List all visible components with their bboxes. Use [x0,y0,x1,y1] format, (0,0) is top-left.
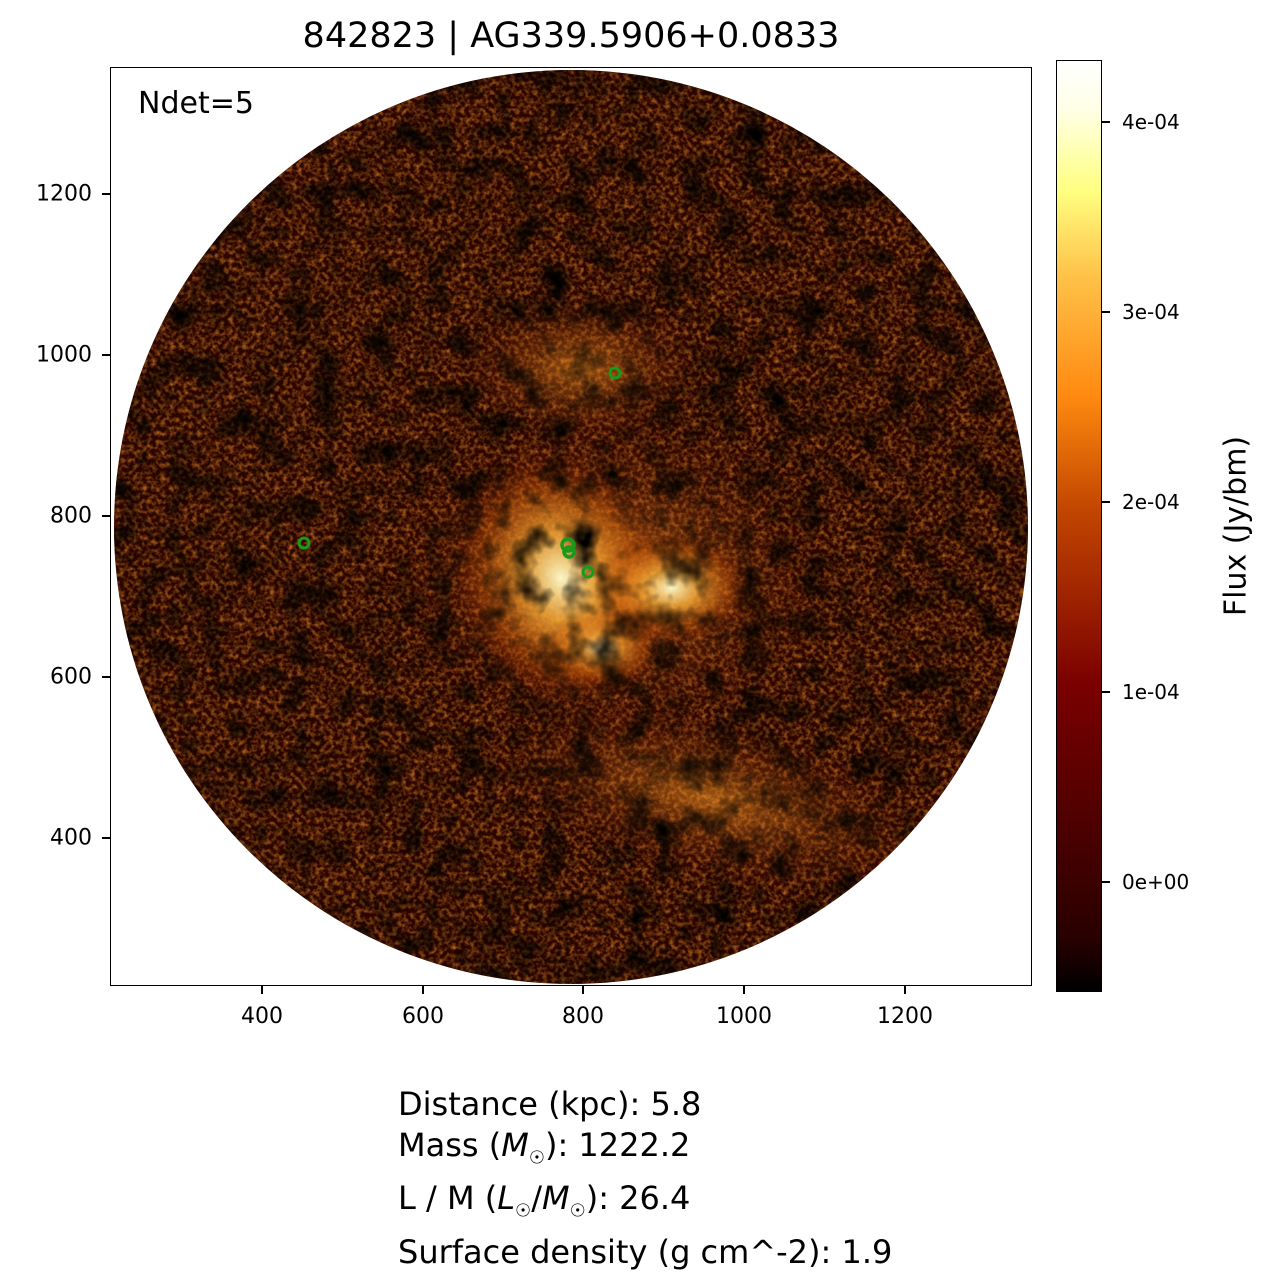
colorbar-tick-label: 3e-04 [1122,300,1180,324]
colorbar-tick-label: 0e+00 [1122,870,1190,894]
detection-marker [560,537,576,553]
mass-symbol: M [501,1126,529,1164]
y-tick [102,515,110,517]
colorbar-title: Flux (Jy/bm) [1218,435,1254,617]
detection-marker [562,545,576,559]
y-tick-label: 1200 [36,181,92,207]
x-tick [743,986,745,994]
x-tick [904,986,906,994]
x-tick [422,986,424,994]
colorbar-tick [1102,311,1110,313]
lm-l-symbol: L [497,1179,516,1218]
mass-value: ): 1222.2 [544,1126,691,1164]
image-panel [110,67,1032,986]
colorbar-tick [1102,881,1110,883]
y-tick-label: 400 [50,825,92,851]
surface-density-line: Surface density (g cm^-2): 1.9 [398,1232,893,1271]
colorbar-tick-label: 2e-04 [1122,490,1180,514]
ndet-label: Ndet=5 [138,86,254,121]
y-tick [102,676,110,678]
detection-markers [297,366,622,579]
lm-line: L / M (L☉/M☉): 26.4 [398,1179,691,1222]
colorbar-tick [1102,691,1110,693]
x-tick-label: 800 [562,1004,604,1029]
detection-marker [581,565,595,579]
mass-line: Mass (M☉): 1222.2 [398,1126,691,1169]
detection-marker [297,536,311,550]
info-block: Distance (kpc): 5.8 Mass (M☉): 1222.2 L … [398,1084,892,1273]
colorbar-tick [1102,121,1110,123]
lm-m-symbol: M [541,1179,570,1218]
distance-line: Distance (kpc): 5.8 [398,1085,702,1123]
x-tick-label: 600 [402,1004,444,1029]
y-tick-label: 1000 [36,342,92,368]
colorbar-tick-label: 4e-04 [1122,110,1180,134]
x-tick-label: 1200 [877,1004,933,1029]
colorbar [1056,60,1102,992]
x-tick-label: 400 [241,1004,283,1029]
map-image [114,70,1028,984]
emission-disk [114,70,1028,984]
y-tick-label: 800 [50,503,92,529]
y-tick [102,193,110,195]
colorbar-tick [1102,501,1110,503]
lm-value: ): 26.4 [585,1179,691,1218]
colorbar-tick-label: 1e-04 [1122,680,1180,704]
detection-marker [608,366,622,380]
lm-prefix: L / M ( [398,1179,498,1218]
y-tick-label: 600 [50,664,92,690]
y-tick [102,354,110,356]
mass-prefix: Mass ( [398,1126,502,1164]
x-tick [582,986,584,994]
plot-title: 842823 | AG339.5906+0.0833 [302,16,840,56]
x-tick-label: 1000 [716,1004,772,1029]
y-tick [102,837,110,839]
x-tick [261,986,263,994]
